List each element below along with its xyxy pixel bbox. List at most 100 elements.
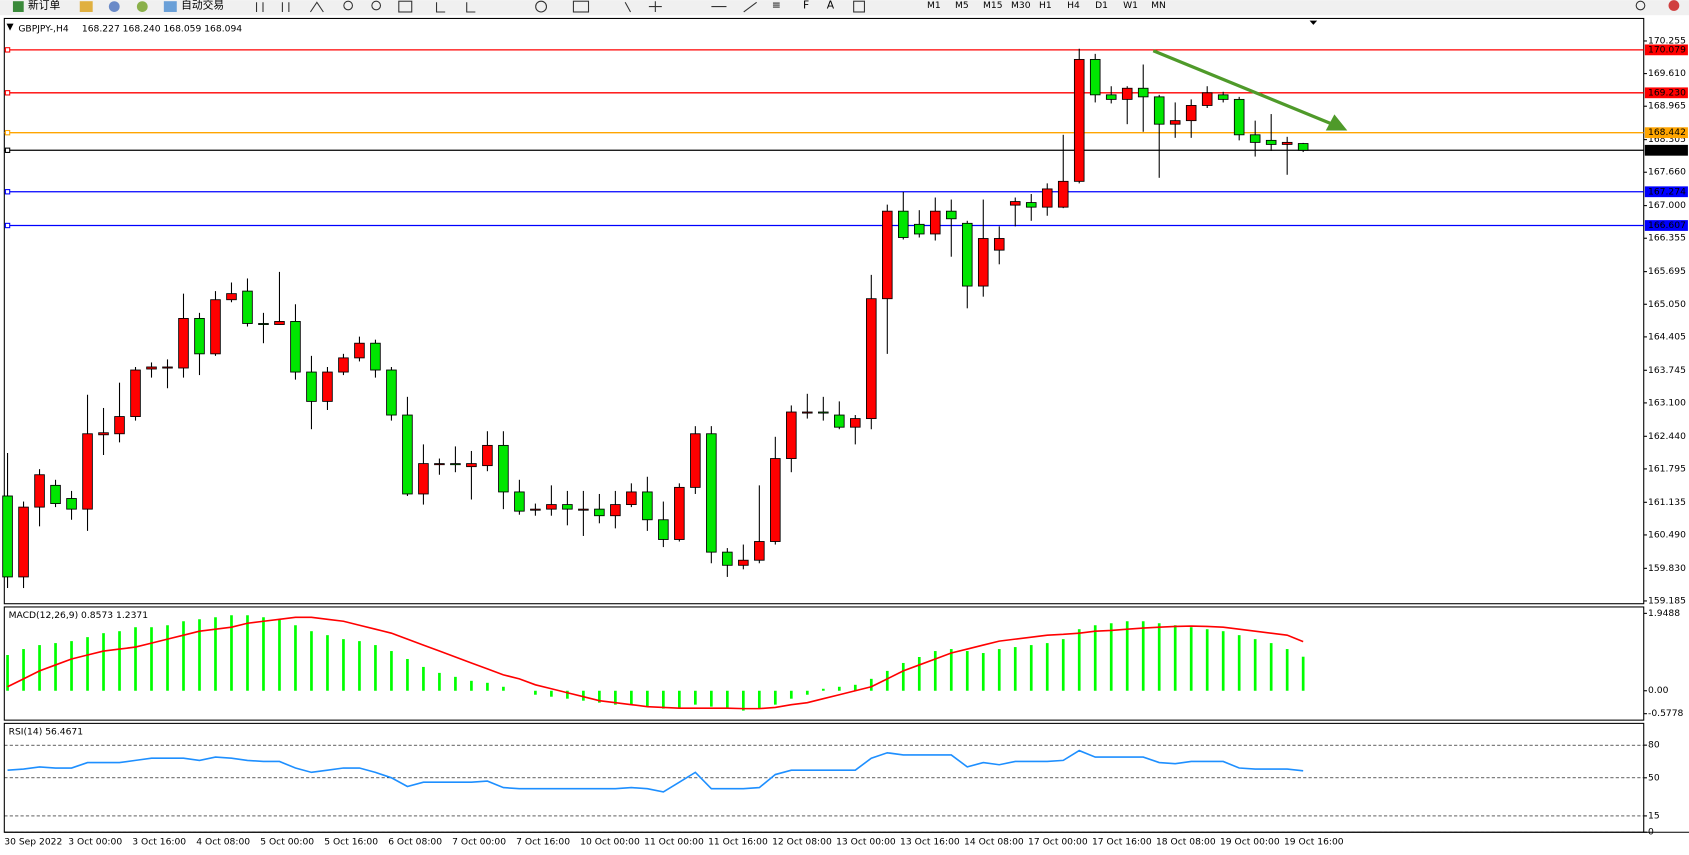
order-icon[interactable] bbox=[12, 1, 24, 12]
candle-body bbox=[945, 210, 957, 220]
candle-body bbox=[738, 559, 749, 566]
candle-body bbox=[322, 371, 333, 402]
rsi-line bbox=[7, 749, 1304, 793]
drawing-tools[interactable] bbox=[435, 1, 757, 13]
candle-body bbox=[1297, 143, 1309, 151]
candle-body bbox=[482, 444, 493, 467]
y-tick-label: 160.490 bbox=[1648, 529, 1686, 540]
y-tick-label: 0.00 bbox=[1648, 685, 1669, 696]
search[interactable] bbox=[1635, 0, 1646, 11]
candle-body bbox=[818, 411, 829, 414]
candle-body bbox=[674, 486, 685, 540]
toolbar-icon[interactable] bbox=[108, 1, 120, 12]
candle-body bbox=[66, 498, 77, 510]
level-handle[interactable] bbox=[4, 189, 11, 195]
y-tick-label: 80 bbox=[1648, 740, 1660, 751]
timeframe-button[interactable]: M5 bbox=[955, 0, 969, 11]
x-tick-label: 3 Oct 00:00 bbox=[68, 836, 122, 847]
level-handle[interactable] bbox=[4, 147, 11, 153]
candle-body bbox=[882, 210, 893, 300]
trend-arrow bbox=[1152, 49, 1348, 131]
x-tick-label: 3 Oct 16:00 bbox=[132, 836, 186, 847]
y-tick-label: 165.050 bbox=[1648, 299, 1686, 310]
candle-body bbox=[850, 418, 861, 428]
templates[interactable] bbox=[572, 0, 590, 13]
candle-body bbox=[1057, 180, 1069, 208]
candle-body bbox=[258, 323, 269, 325]
pane-title: MACD(12,26,9) 0.8573 1.2371 bbox=[9, 610, 148, 621]
toolbar-icon[interactable] bbox=[136, 1, 148, 12]
candle-body bbox=[546, 504, 557, 510]
candle-body bbox=[1009, 201, 1021, 206]
candle-body bbox=[418, 463, 429, 495]
candle-body bbox=[114, 416, 125, 435]
zoom-in[interactable] bbox=[343, 0, 353, 11]
candle-body bbox=[722, 551, 733, 566]
candle-body bbox=[98, 432, 109, 436]
candle-body bbox=[226, 293, 237, 301]
candle-body bbox=[594, 508, 605, 517]
timeframe-button[interactable]: M15 bbox=[983, 0, 1003, 11]
y-tick-label: 168.305 bbox=[1648, 134, 1686, 145]
x-tick-label: 19 Oct 00:00 bbox=[1220, 836, 1280, 847]
y-tick-label: 163.745 bbox=[1648, 365, 1686, 376]
tile[interactable] bbox=[398, 0, 413, 13]
macd-signal bbox=[7, 616, 1304, 710]
timeframe-button[interactable]: W1 bbox=[1123, 0, 1138, 11]
alert-icon[interactable] bbox=[1668, 0, 1680, 11]
auto-trade-icon[interactable] bbox=[163, 1, 177, 12]
candle-body bbox=[1137, 87, 1149, 98]
periods[interactable] bbox=[535, 0, 548, 13]
fibo-tool[interactable]: ≡ bbox=[772, 0, 781, 12]
timeframe-button[interactable]: H1 bbox=[1039, 0, 1052, 11]
candle-body bbox=[1025, 202, 1037, 208]
fibo-fan[interactable]: F bbox=[803, 0, 809, 12]
x-tick-label: 10 Oct 00:00 bbox=[580, 836, 640, 847]
candle-body bbox=[961, 222, 973, 287]
candle-body bbox=[914, 223, 925, 235]
candle-body bbox=[386, 369, 397, 416]
label-tool[interactable] bbox=[853, 0, 865, 13]
candle-body bbox=[178, 317, 189, 369]
level-handle[interactable] bbox=[4, 129, 11, 136]
level-handle[interactable] bbox=[4, 90, 11, 96]
order-button[interactable]: 新订单 bbox=[28, 0, 61, 12]
timeframe-button[interactable]: MN bbox=[1151, 0, 1166, 11]
pane-frame bbox=[3, 17, 1645, 605]
candle-body bbox=[450, 463, 461, 466]
candle-body bbox=[34, 474, 45, 508]
x-tick-label: 30 Sep 2022 bbox=[4, 836, 62, 847]
text-tool[interactable]: A bbox=[827, 0, 835, 12]
candle-body bbox=[834, 414, 845, 428]
candle-body bbox=[338, 357, 349, 373]
timeframe-button[interactable]: D1 bbox=[1095, 0, 1108, 11]
timeframe-button[interactable]: M30 bbox=[1011, 0, 1031, 11]
level-price-box bbox=[1644, 44, 1688, 56]
candle-body bbox=[610, 504, 621, 517]
y-tick-label: 167.660 bbox=[1648, 167, 1686, 178]
timeframe-button[interactable]: H4 bbox=[1067, 0, 1080, 11]
x-tick-label: 4 Oct 08:00 bbox=[196, 836, 250, 847]
level-handle[interactable] bbox=[4, 222, 11, 229]
zoom-out[interactable] bbox=[371, 0, 382, 11]
candle-body bbox=[1169, 120, 1181, 125]
candle-body bbox=[770, 458, 781, 542]
x-tick-label: 19 Oct 16:00 bbox=[1284, 836, 1344, 847]
candle-body bbox=[530, 508, 541, 511]
toolbar-icon[interactable] bbox=[79, 1, 93, 12]
level-price-label: 166.607 bbox=[1648, 220, 1686, 231]
auto-trade-button[interactable]: 自动交易 bbox=[181, 0, 224, 12]
level-handle[interactable] bbox=[4, 47, 11, 53]
timeframe-button[interactable]: M1 bbox=[927, 0, 941, 11]
candle-body bbox=[993, 238, 1005, 251]
x-tick-label: 18 Oct 08:00 bbox=[1156, 836, 1216, 847]
x-tick-label: 5 Oct 16:00 bbox=[324, 836, 378, 847]
candle-body bbox=[929, 210, 941, 235]
candle-body bbox=[562, 504, 573, 510]
x-tick-label: 13 Oct 00:00 bbox=[836, 836, 896, 847]
candle-body bbox=[162, 366, 173, 369]
chart-type-icons[interactable] bbox=[255, 1, 324, 13]
candle-body bbox=[1089, 58, 1101, 96]
symbol-ohlc: 168.227 168.240 168.059 168.094 bbox=[82, 24, 242, 35]
